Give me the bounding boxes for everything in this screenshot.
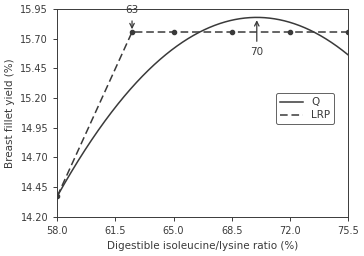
- Text: 70: 70: [250, 22, 263, 57]
- Y-axis label: Breast fillet yield (%): Breast fillet yield (%): [5, 58, 15, 167]
- Legend: Q, LRP: Q, LRP: [276, 93, 334, 124]
- X-axis label: Digestible isoleucine/lysine ratio (%): Digestible isoleucine/lysine ratio (%): [107, 241, 298, 251]
- Text: 63: 63: [126, 5, 139, 28]
